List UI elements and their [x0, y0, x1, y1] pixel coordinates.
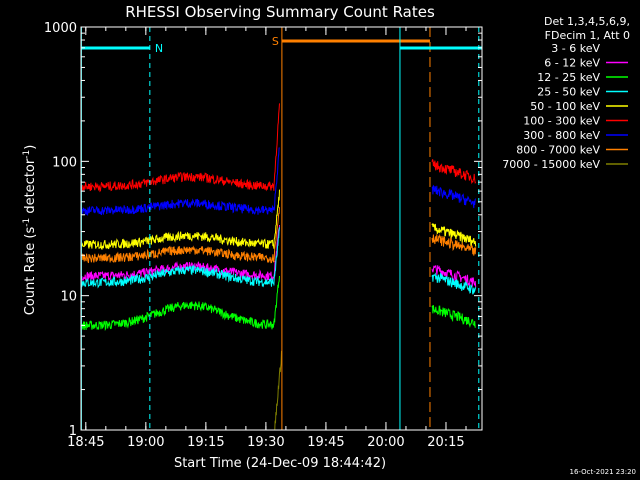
x-tick-label: 19:45 [307, 435, 344, 450]
legend-item-label: 7000 - 15000 keV [502, 158, 600, 171]
legend-item-label: 3 - 6 keV [551, 42, 600, 55]
chart-title: RHESSI Observing Summary Count Rates [125, 3, 435, 21]
legend-header-2: FDecim 1, Att 0 [545, 29, 630, 42]
footer-date: 16-Oct-2021 23:20 [570, 468, 636, 476]
series-line-post-saa [431, 272, 477, 295]
legend: Det 1,3,4,5,6,9, FDecim 1, Att 0 3 - 6 k… [502, 15, 630, 171]
y-axis-label: Count Rate (s-1 detector-1) [22, 145, 38, 316]
legend-item-label: 12 - 25 keV [537, 71, 600, 84]
y-tick-label: 1000 [44, 21, 77, 36]
series-line-post-saa [431, 233, 477, 256]
legend-item-label: 100 - 300 keV [523, 115, 600, 128]
series-line-post-saa [431, 305, 476, 328]
plot-frame [80, 26, 483, 431]
y-tick-label: 1 [69, 424, 77, 439]
x-tick-label: 18:45 [67, 435, 104, 450]
legend-item-label: 300 - 800 keV [523, 129, 600, 142]
x-axis-label: Start Time (24-Dec-09 18:44:42) [174, 456, 386, 471]
series-line-pre-saa [81, 224, 280, 282]
series-line-pre-saa [81, 275, 280, 332]
series-line-pre-saa [81, 227, 280, 289]
series-line-post-saa [431, 158, 477, 185]
y-tick-label: 10 [60, 290, 77, 305]
x-tick-label: 20:15 [427, 435, 464, 450]
x-tick-label: 19:00 [127, 435, 164, 450]
series-line-post-saa [431, 223, 477, 247]
series-line-pre-saa [81, 103, 280, 193]
legend-item-label: 6 - 12 keV [544, 57, 600, 70]
legend-item-label: 25 - 50 keV [537, 86, 600, 99]
series-line-pre-saa [81, 239, 280, 295]
x-tick-label: 20:00 [367, 435, 404, 450]
series-line-post-saa [431, 265, 477, 288]
series-line-post-saa [431, 184, 477, 209]
x-tick-label: 19:30 [247, 435, 284, 450]
legend-header-1: Det 1,3,4,5,6,9, [544, 15, 630, 28]
saa-label: S [272, 35, 279, 48]
x-tick-label: 19:15 [187, 435, 224, 450]
series-line-pre-saa [81, 147, 280, 216]
series-line-pre-saa [81, 207, 280, 264]
legend-item-label: 50 - 100 keV [530, 100, 600, 113]
series-line-pre-saa [81, 189, 280, 250]
night-label: N [155, 42, 163, 55]
series-line-olive [274, 350, 282, 430]
y-tick-label: 100 [52, 155, 77, 170]
legend-item-label: 800 - 7000 keV [516, 144, 600, 157]
